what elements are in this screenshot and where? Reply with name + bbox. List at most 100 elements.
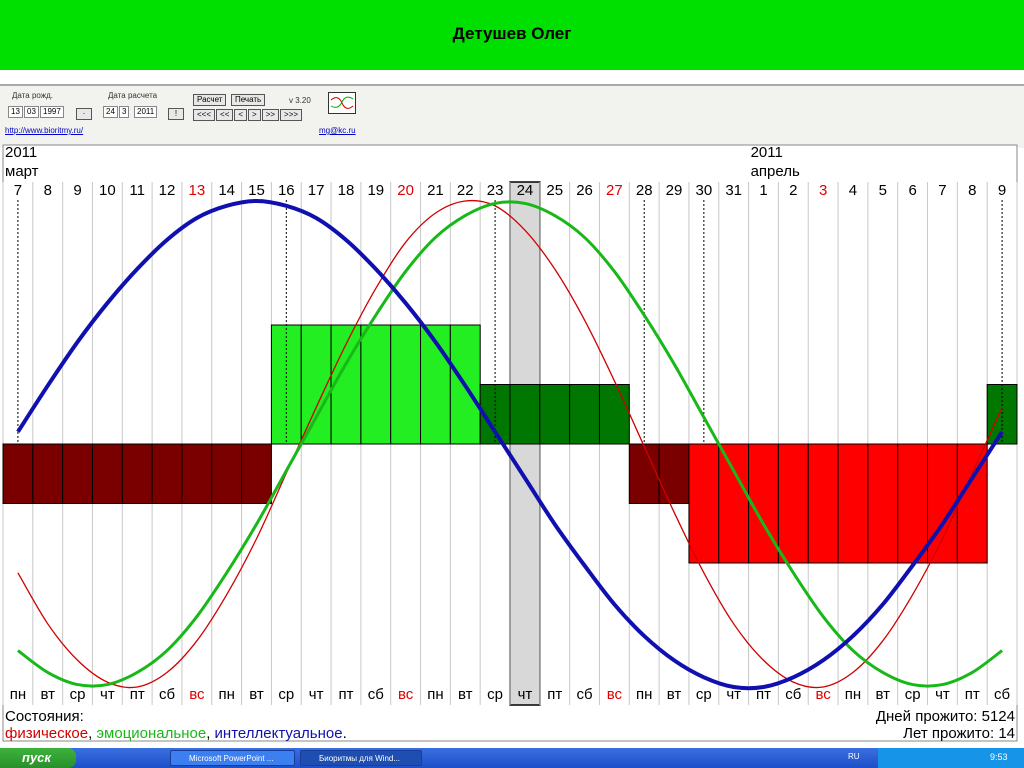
day-number: 25 [546,182,563,199]
weekday: вт [249,686,264,703]
day-number: 17 [308,182,325,199]
weekday: вт [458,686,473,703]
state-block [300,324,332,445]
weekday: чт [518,686,533,703]
legend-physical: физическое [5,725,88,742]
state-block [91,443,123,504]
state-block [360,324,392,445]
state-block [121,443,153,504]
calc-label: Дата расчета [108,91,158,100]
day-number: 15 [248,182,265,199]
weekday: вт [40,686,55,703]
day-number: 28 [636,182,653,199]
state-block [807,443,839,564]
day-number: 8 [968,182,976,199]
calc-year[interactable]: 2011 [134,106,158,118]
weekday: пт [130,686,145,703]
birth-button[interactable]: · [76,108,92,120]
state-block [718,443,750,564]
nav-button[interactable]: << [216,109,234,121]
version: v 3.20 [289,96,311,105]
day-number: 12 [159,182,176,199]
years-lived-label: Лет прожито: [903,725,998,742]
calc-day[interactable]: 24 [103,106,118,118]
birth-day[interactable]: 13 [8,106,23,118]
clock: 9:53 [990,752,1008,762]
days-lived-label: Дней прожито: [876,708,982,725]
state-block [927,443,958,564]
birth-year[interactable]: 1997 [40,106,64,118]
state-block [62,443,93,504]
state-block [658,443,690,504]
state-block [956,443,988,564]
weekday: ср [487,686,503,703]
state-block [390,324,422,445]
nav: <<< << < > >> >>> [193,109,303,121]
weekday: ср [278,686,294,703]
state-block [688,443,720,564]
years-lived-value: 14 [998,725,1015,742]
month-label: апрель [751,163,800,180]
day-number: 7 [938,182,946,199]
day-number: 5 [879,182,887,199]
nav-button[interactable]: >> [261,109,280,121]
toolbar: Дата рожд. 13 03 1997 · Дата расчета 24 … [0,84,1024,148]
weekday: вт [876,686,891,703]
state-block [151,443,183,504]
day-number: 26 [576,182,593,199]
state-block [539,384,571,445]
state-block [2,443,34,504]
day-number: 20 [397,182,414,199]
calc-button[interactable]: ! [168,108,184,120]
day-number: 21 [427,182,444,199]
nav-button[interactable]: < [234,109,248,121]
day-number: 8 [44,182,52,199]
day-number: 31 [725,182,742,199]
email-link[interactable]: mg@kc.ru [319,126,356,135]
weekday: пн [427,686,443,703]
day-number: 30 [696,182,713,199]
legend: физическое, эмоциональное, интеллектуаль… [5,725,347,742]
state-block [32,443,64,504]
weekday: сб [994,686,1010,703]
day-number: 9 [73,182,81,199]
site-link[interactable]: http://www.bioritmy.ru/ [5,126,84,135]
weekday: сб [159,686,175,703]
day-number: 22 [457,182,474,199]
print-button[interactable]: Печать [231,94,266,106]
day-number: 4 [849,182,857,199]
calc-month[interactable]: 3 [119,106,130,118]
birth-month[interactable]: 03 [24,106,39,118]
state-block [897,443,929,564]
weekday: сб [368,686,384,703]
banner [0,0,1024,70]
nav-button[interactable]: > [248,109,261,121]
task-button[interactable]: Microsoft PowerPoint ... [170,750,295,766]
run-button[interactable]: Расчет [193,94,227,106]
states-label: Состояния: [5,708,84,725]
days-lived: Дней прожито: 5124 [876,708,1015,725]
weekday: пн [10,686,26,703]
biorhythm-curve [17,199,1003,689]
tray: 9:53 [878,748,1024,768]
weekday: пт [756,686,771,703]
day-number: 1 [759,182,767,199]
day-number: 6 [908,182,916,199]
weekday: вс [398,686,414,703]
days-lived-value: 5124 [982,708,1015,725]
day-number: 18 [338,182,355,199]
weekday: пн [636,686,652,703]
state-block [598,384,630,445]
weekday: пн [845,686,861,703]
taskbar: пуск Microsoft PowerPoint ... Биоритмы д… [0,748,1024,768]
nav-button[interactable]: >>> [280,109,303,121]
state-block [241,443,272,504]
nav-button[interactable]: <<< [193,109,216,121]
biorhythm-curve [16,198,1004,691]
task-button[interactable]: Биоритмы для Wind... [300,750,422,766]
legend-emotional: эмоциональное [96,725,206,742]
weekday: чт [309,686,324,703]
language[interactable]: RU [848,752,860,761]
start-button[interactable]: пуск [0,748,76,768]
